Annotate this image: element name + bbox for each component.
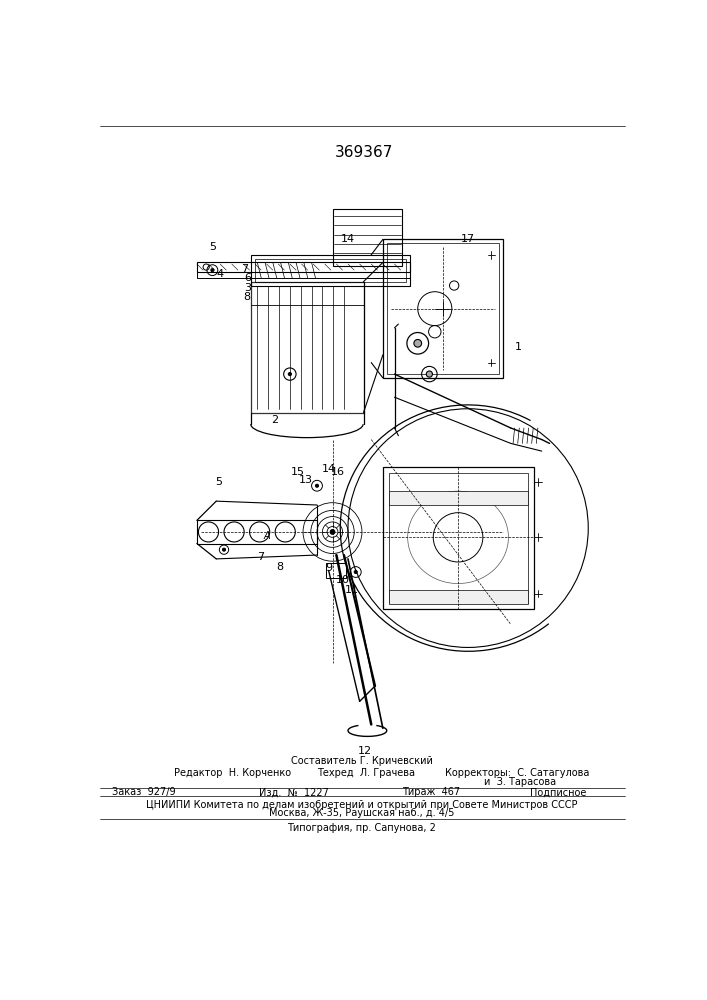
Text: A: A [263, 531, 270, 541]
Text: 13: 13 [298, 475, 312, 485]
Circle shape [354, 570, 357, 574]
Text: 369367: 369367 [334, 145, 392, 160]
Text: Заказ  927/9: Заказ 927/9 [112, 787, 175, 797]
Bar [332, 209, 402, 266]
Text: Корректоры:  С. Сатагулова: Корректоры: С. Сатагулова [445, 768, 589, 778]
Text: 1: 1 [515, 342, 522, 352]
Circle shape [426, 371, 433, 377]
Bar [197, 262, 410, 272]
Bar [387, 243, 499, 374]
Text: 10: 10 [336, 575, 349, 585]
Text: Редактор  Н. Корченко: Редактор Н. Корченко [174, 768, 291, 778]
Bar [197, 272, 410, 278]
Text: Типография, пр. Сапунова, 2: Типография, пр. Сапунова, 2 [288, 823, 436, 833]
Bar [327, 563, 346, 578]
Text: 9: 9 [325, 563, 332, 573]
Bar [383, 466, 534, 609]
Text: 12: 12 [358, 746, 372, 756]
Text: 11: 11 [345, 585, 359, 595]
Bar [255, 259, 406, 282]
Bar [389, 473, 528, 603]
Text: Техред  Л. Грачева: Техред Л. Грачева [317, 768, 415, 778]
Text: 8: 8 [276, 562, 284, 572]
Text: 17: 17 [461, 234, 475, 244]
Text: 5: 5 [215, 477, 222, 487]
Text: Изд.  №  1227: Изд. № 1227 [259, 787, 329, 797]
Text: Составитель Г. Кричевский: Составитель Г. Кричевский [291, 756, 433, 766]
Circle shape [211, 269, 214, 272]
Text: 2: 2 [271, 415, 278, 425]
Bar [251, 255, 410, 286]
Circle shape [414, 339, 421, 347]
Text: Тираж  467: Тираж 467 [402, 787, 460, 797]
Text: 16: 16 [331, 467, 345, 477]
Text: 4: 4 [216, 269, 223, 279]
Text: 15: 15 [291, 467, 305, 477]
Circle shape [315, 484, 319, 487]
Text: 7: 7 [241, 264, 248, 274]
Text: 14: 14 [322, 464, 336, 474]
Circle shape [330, 530, 335, 534]
Text: 5: 5 [209, 242, 216, 252]
Text: Подписное: Подписное [530, 787, 587, 797]
Text: 3: 3 [244, 283, 251, 293]
Text: ЦНИИПИ Комитета по делам изобретений и открытий при Совете Министров СССР: ЦНИИПИ Комитета по делам изобретений и о… [146, 800, 578, 810]
Circle shape [223, 548, 226, 551]
Text: 8: 8 [244, 292, 251, 302]
Bar [389, 491, 528, 505]
Text: Москва, Ж-35, Раушская наб., д. 4/5: Москва, Ж-35, Раушская наб., д. 4/5 [269, 808, 455, 818]
Circle shape [288, 373, 291, 376]
Bar [197, 520, 317, 544]
Text: и  З. Тарасова: и З. Тарасова [484, 777, 556, 787]
Bar [383, 239, 503, 378]
Bar [389, 590, 528, 604]
Text: 14: 14 [341, 234, 355, 244]
Text: 7: 7 [257, 552, 264, 562]
Bar [251, 282, 363, 413]
Text: 6: 6 [244, 273, 251, 283]
